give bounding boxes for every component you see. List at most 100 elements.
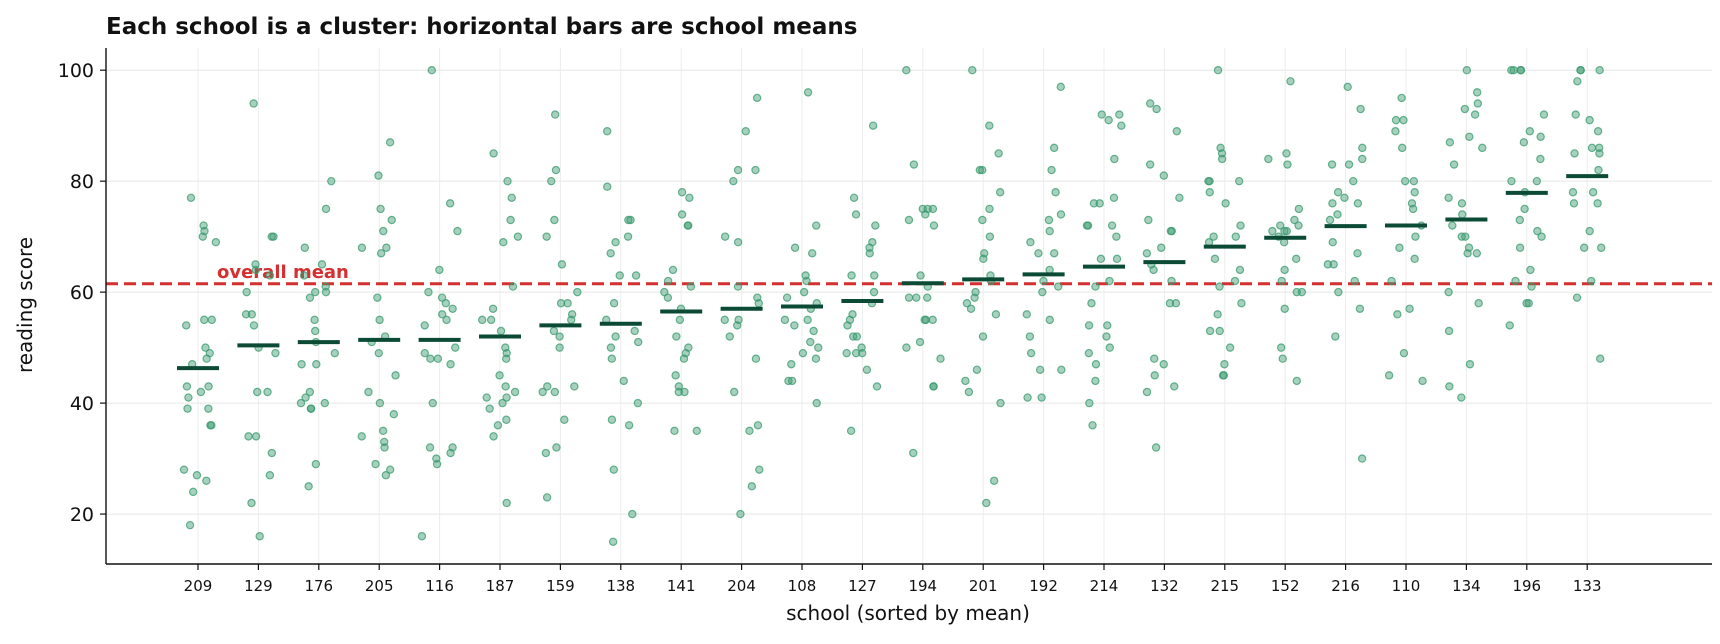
data-point — [1084, 348, 1094, 358]
data-point — [1391, 127, 1400, 136]
data-point — [672, 332, 681, 341]
data-point — [200, 226, 209, 236]
data-point — [1507, 176, 1516, 186]
data-point — [425, 443, 435, 452]
data-point — [991, 310, 1001, 319]
x-tick-label: 134 — [1452, 577, 1481, 595]
data-point — [1594, 165, 1603, 175]
data-point — [1151, 443, 1161, 452]
data-point — [985, 204, 994, 214]
x-tick-label: 129 — [244, 577, 273, 595]
data-point — [486, 315, 496, 325]
data-point — [1596, 354, 1605, 363]
data-point — [510, 387, 520, 397]
data-point — [247, 310, 257, 319]
data-point — [1539, 110, 1549, 119]
data-point — [502, 415, 511, 424]
data-point — [304, 482, 313, 491]
data-point — [1056, 82, 1065, 92]
data-point — [1536, 154, 1545, 164]
data-point — [1049, 143, 1059, 153]
data-point — [751, 165, 760, 175]
data-point — [1096, 254, 1106, 264]
data-point — [1088, 421, 1097, 430]
data-point — [499, 237, 508, 247]
x-tick-label: 196 — [1512, 577, 1541, 595]
x-tick-label: 133 — [1573, 577, 1602, 595]
data-point — [1355, 304, 1365, 313]
data-point — [1115, 110, 1124, 119]
data-point — [374, 171, 383, 180]
data-point — [249, 321, 259, 330]
data-point — [567, 315, 576, 325]
data-point — [608, 537, 618, 547]
data-point — [847, 271, 856, 280]
data-point — [1034, 249, 1043, 258]
y-tick-label: 20 — [70, 504, 94, 526]
data-point — [375, 398, 385, 408]
data-point — [182, 321, 191, 330]
data-point — [811, 354, 821, 363]
data-point — [485, 404, 494, 413]
data-point — [573, 287, 582, 297]
data-point — [1144, 215, 1153, 225]
x-tick-label: 159 — [546, 577, 575, 595]
data-point — [375, 315, 384, 325]
data-point — [1587, 276, 1596, 286]
data-point — [745, 426, 754, 436]
data-point — [1215, 282, 1224, 291]
data-point — [1112, 232, 1121, 241]
data-point — [1057, 365, 1066, 375]
data-point — [1056, 210, 1066, 219]
data-point — [301, 393, 310, 402]
data-point — [251, 432, 261, 441]
data-point — [1049, 249, 1059, 258]
data-point — [387, 215, 396, 225]
data-point — [1356, 104, 1365, 114]
data-point — [1150, 371, 1159, 380]
x-axis-label: school (sorted by mean) — [786, 601, 1030, 625]
data-point — [628, 509, 637, 519]
data-point — [624, 215, 633, 225]
data-point — [570, 382, 579, 391]
data-point — [1280, 265, 1289, 275]
data-point — [1593, 127, 1603, 136]
data-point — [385, 465, 395, 474]
data-point — [489, 432, 498, 441]
data-point — [547, 176, 556, 186]
data-point — [501, 382, 510, 391]
data-point — [1393, 310, 1402, 319]
data-point — [1292, 254, 1301, 264]
data-point — [1167, 276, 1176, 286]
data-point — [668, 265, 678, 275]
data-point — [964, 387, 974, 397]
data-point — [321, 287, 331, 297]
data-point — [1157, 243, 1166, 252]
data-point — [1323, 260, 1333, 269]
data-point — [787, 360, 796, 369]
data-point — [1457, 199, 1467, 208]
data-point — [902, 65, 911, 75]
data-point — [872, 382, 882, 391]
data-point — [502, 393, 511, 402]
data-point — [1205, 326, 1215, 336]
y-tick-label: 40 — [70, 393, 94, 415]
data-point — [624, 421, 634, 430]
data-point — [556, 299, 566, 308]
data-point — [435, 265, 444, 275]
data-point — [915, 337, 925, 347]
data-point — [320, 398, 330, 408]
data-point — [1220, 360, 1229, 369]
x-tick-label: 204 — [727, 577, 756, 595]
data-point — [869, 287, 879, 297]
data-point — [979, 254, 988, 264]
data-point — [603, 182, 612, 191]
data-point — [671, 371, 680, 380]
data-point — [1205, 188, 1214, 197]
data-point — [1152, 104, 1161, 114]
data-point — [912, 293, 921, 302]
data-point — [306, 404, 316, 413]
data-point — [982, 498, 991, 508]
data-point — [242, 287, 251, 297]
data-point — [994, 149, 1003, 158]
